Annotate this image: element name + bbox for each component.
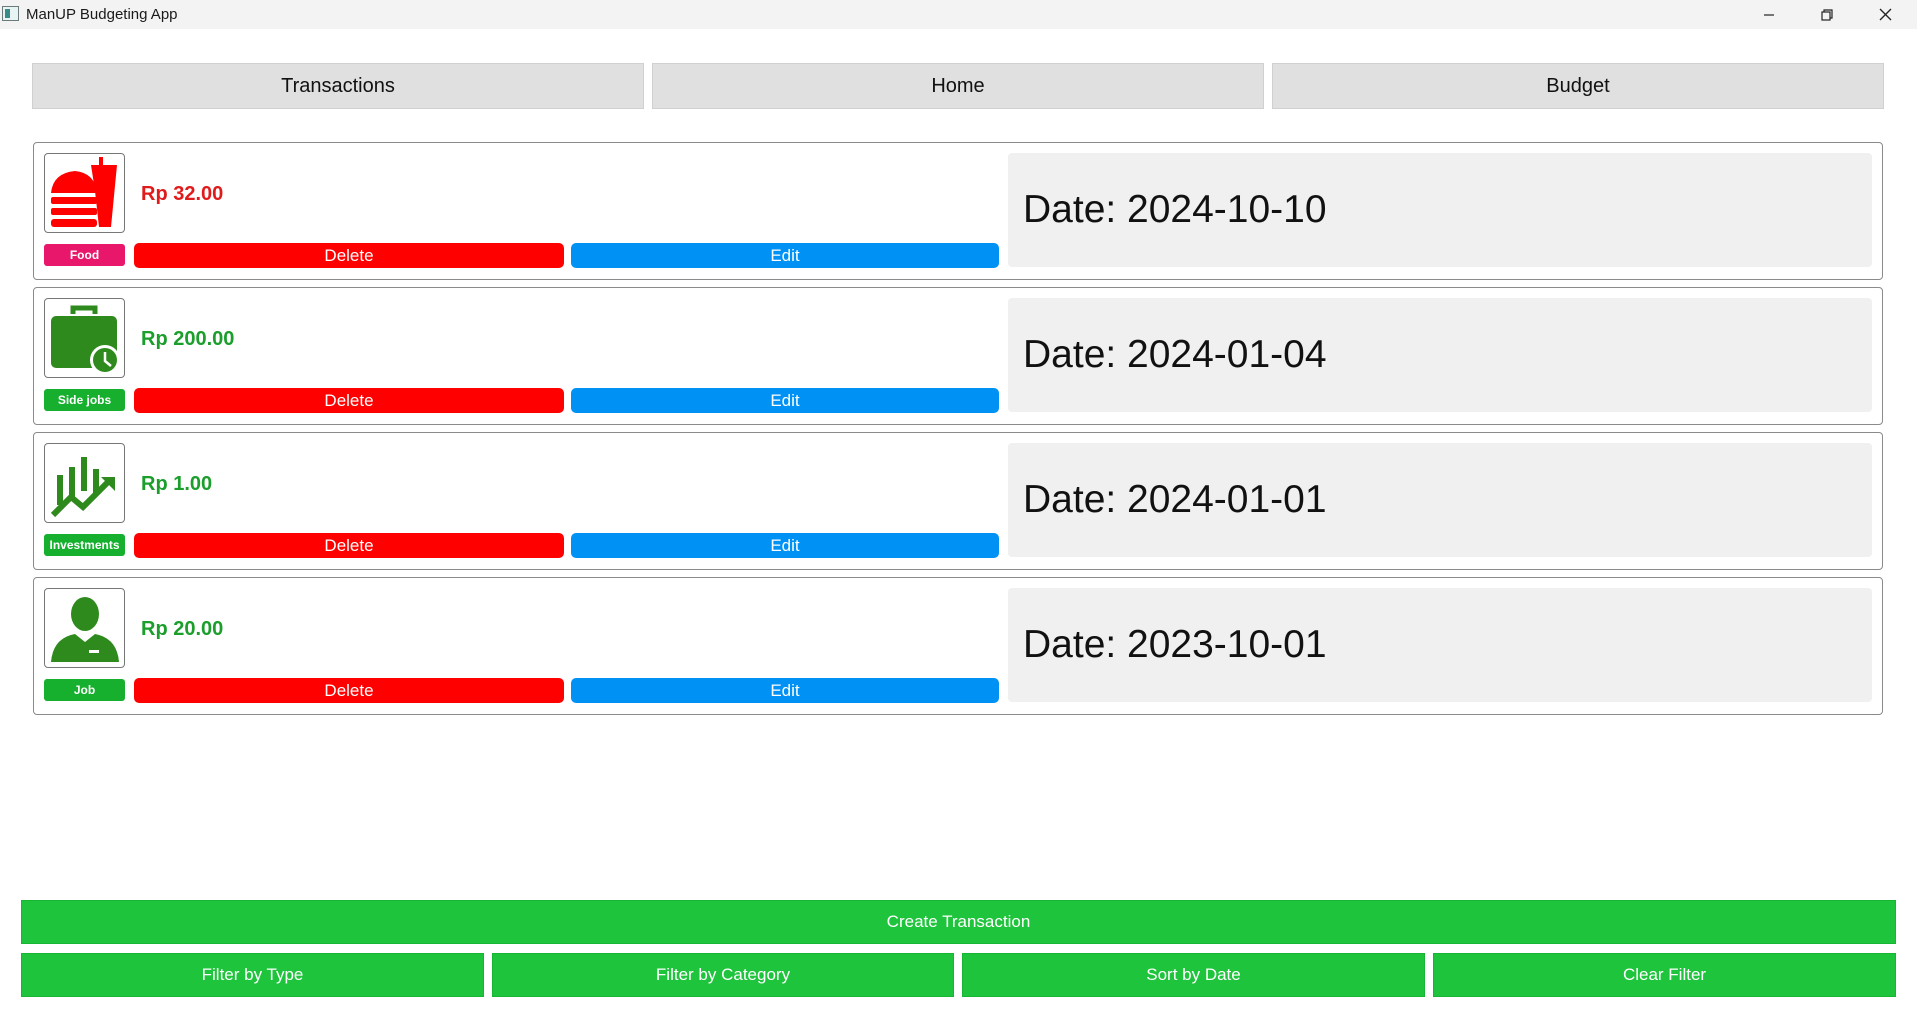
transaction-card: Rp 1.00 Investments Delete Edit Date: 20… [33, 432, 1883, 570]
tab-budget[interactable]: Budget [1272, 63, 1884, 109]
category-icon-box [44, 443, 125, 523]
create-transaction-button[interactable]: Create Transaction [21, 900, 1896, 944]
person-icon [50, 597, 119, 662]
delete-button[interactable]: Delete [134, 678, 564, 703]
briefcase-clock-icon [50, 305, 120, 375]
edit-button[interactable]: Edit [571, 243, 999, 268]
edit-button[interactable]: Edit [571, 678, 999, 703]
transaction-amount: Rp 20.00 [141, 618, 224, 640]
transaction-amount: Rp 200.00 [141, 328, 235, 350]
food-icon [50, 157, 117, 227]
category-icon-box [44, 588, 125, 668]
close-button[interactable] [1856, 0, 1914, 29]
filter-by-type-button[interactable]: Filter by Type [21, 953, 484, 997]
minimize-icon [1764, 13, 1774, 16]
category-badge: Investments [44, 534, 125, 556]
edit-button[interactable]: Edit [571, 388, 999, 413]
date-panel: Date: 2024-10-10 [1008, 153, 1872, 267]
date-panel: Date: 2024-01-04 [1008, 298, 1872, 412]
app-icon [2, 6, 19, 21]
category-badge: Side jobs [44, 389, 125, 411]
window-title: ManUP Budgeting App [26, 6, 178, 23]
edit-button[interactable]: Edit [571, 533, 999, 558]
transaction-date: Date: 2024-01-01 [1023, 478, 1327, 521]
close-icon [1879, 8, 1891, 21]
minimize-button[interactable] [1740, 0, 1798, 29]
delete-button[interactable]: Delete [134, 388, 564, 413]
clear-filter-button[interactable]: Clear Filter [1433, 953, 1896, 997]
transaction-card: Rp 200.00 Side jobs Delete Edit Date: 20… [33, 287, 1883, 425]
sort-by-date-button[interactable]: Sort by Date [962, 953, 1425, 997]
title-bar: ManUP Budgeting App [0, 0, 1917, 29]
restore-button[interactable] [1798, 0, 1856, 29]
transaction-card: Rp 32.00 Food Delete Edit Date: 2024-10-… [33, 142, 1883, 280]
category-badge: Job [44, 679, 125, 701]
transaction-card: Rp 20.00 Job Delete Edit Date: 2023-10-0… [33, 577, 1883, 715]
category-icon-box [44, 153, 125, 233]
transaction-date: Date: 2024-01-04 [1023, 333, 1327, 376]
category-icon-box [44, 298, 125, 378]
transaction-amount: Rp 32.00 [141, 183, 224, 205]
delete-button[interactable]: Delete [134, 533, 564, 558]
tab-transactions[interactable]: Transactions [32, 63, 644, 109]
date-panel: Date: 2024-01-01 [1008, 443, 1872, 557]
filter-by-category-button[interactable]: Filter by Category [492, 953, 954, 997]
tab-home[interactable]: Home [652, 63, 1264, 109]
delete-button[interactable]: Delete [134, 243, 564, 268]
transaction-amount: Rp 1.00 [141, 473, 213, 495]
transaction-date: Date: 2024-10-10 [1023, 188, 1327, 231]
transaction-date: Date: 2023-10-01 [1023, 623, 1327, 666]
date-panel: Date: 2023-10-01 [1008, 588, 1872, 702]
restore-icon [1821, 8, 1833, 21]
category-badge: Food [44, 244, 125, 266]
investment-chart-icon [50, 457, 115, 518]
